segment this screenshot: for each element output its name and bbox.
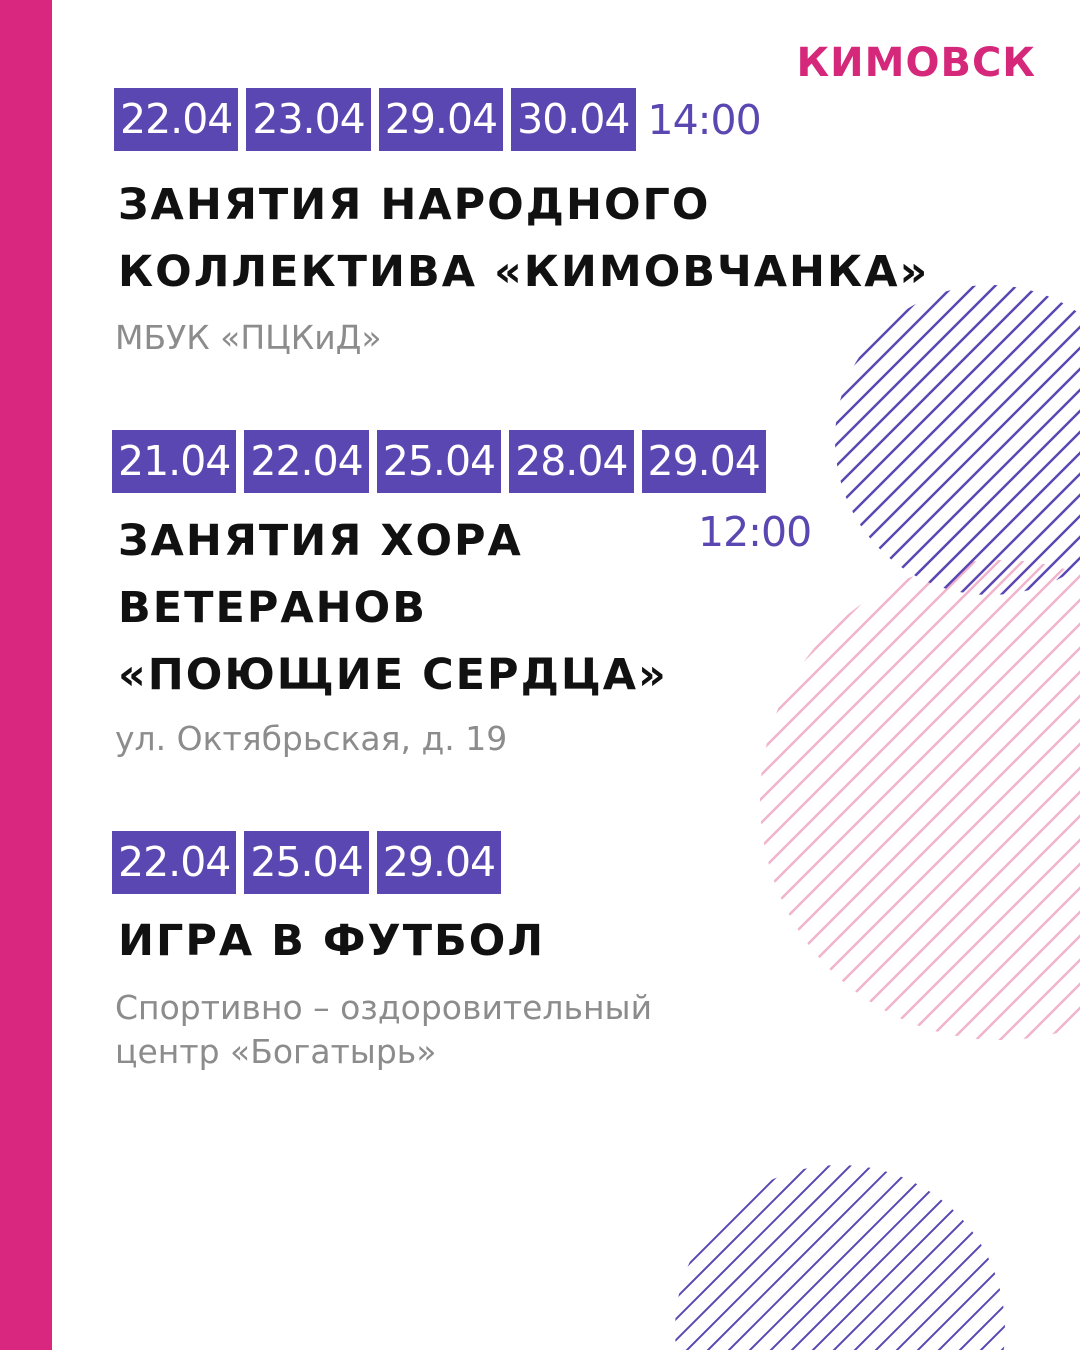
stripe-line: [0, 0, 21, 1350]
stripe-line: [993, 1165, 1005, 1350]
event-title: Игра в футбол: [118, 908, 545, 975]
date-badge: 29.04: [378, 88, 504, 151]
stripe-line: [760, 560, 1080, 1040]
event-time: 14:00: [647, 95, 762, 144]
stripe-line: [0, 0, 24, 1350]
stripe-line: [760, 560, 1080, 1040]
stripe-line: [760, 560, 1080, 1040]
stripe-line: [0, 0, 21, 1350]
stripe-line: [760, 560, 1080, 1040]
stripe-line: [0, 0, 96, 1350]
stripe-line: [972, 1165, 1005, 1350]
stripe-line: [0, 0, 72, 1350]
stripe-line: [972, 285, 1080, 595]
brand-logo: КИМОВСК: [796, 40, 1036, 86]
place-line: центр «Богатырь»: [115, 1032, 437, 1071]
title-line: «Поющие сердца»: [118, 650, 668, 700]
stripe-line: [0, 0, 63, 1350]
stripe-line: [760, 560, 1080, 1040]
title-line: Игра в футбол: [118, 916, 546, 966]
stripe-line: [0, 0, 126, 1350]
date-badge: 28.04: [509, 430, 634, 493]
event-place: МБУК «ПЦКиД»: [115, 316, 382, 360]
date-badge: 22.04: [114, 88, 239, 151]
date-badge: 21.04: [112, 430, 237, 493]
title-line: коллектива «Кимовчанка»: [118, 247, 930, 297]
event-dates: 21.04 22.04 25.04 28.04 29.04: [112, 430, 766, 493]
date-badge: 25.04: [376, 430, 502, 493]
stripe-line: [760, 560, 1080, 1040]
place-line: ул. Октябрьская, д. 19: [115, 719, 508, 758]
stripe-line: [0, 0, 120, 1350]
stripe-line: [0, 0, 84, 1350]
place-line: Спортивно – оздоровительный: [115, 988, 653, 1027]
event-place: ул. Октябрьская, д. 19: [115, 717, 507, 761]
place-line: МБУК «ПЦКиД»: [115, 318, 382, 357]
stripe-line: [0, 0, 105, 1350]
event-title: Занятия народного коллектива «Кимовчанка…: [118, 172, 929, 306]
stripe-line: [760, 560, 1080, 1040]
stripe-line: [760, 560, 1080, 1040]
date-badge: 29.04: [376, 831, 502, 894]
stripe-line: [0, 0, 63, 1350]
stripe-line: [1035, 285, 1080, 595]
stripe-line: [1014, 285, 1080, 595]
stripe-line: [951, 1165, 1005, 1350]
stripe-line: [0, 0, 84, 1350]
stripe-line: [0, 0, 42, 1350]
date-badge: 22.04: [244, 430, 369, 493]
title-line: ветеранов: [118, 583, 427, 633]
date-badge: 25.04: [244, 831, 369, 894]
title-line: Занятия хора: [118, 516, 523, 566]
stripe-line: [760, 560, 1080, 1040]
stripe-line: [999, 560, 1080, 1040]
stripe-line: [0, 0, 42, 1350]
date-badge: 30.04: [511, 88, 636, 151]
stripe-line: [993, 285, 1080, 595]
event-dates: 22.04 25.04 29.04: [112, 831, 502, 894]
stripe-line: [760, 560, 1080, 1040]
event-place: Спортивно – оздоровительный центр «Богат…: [115, 986, 652, 1074]
stripe-line: [675, 1165, 1005, 1350]
stripe-line: [0, 0, 126, 1350]
left-accent-bar: [0, 0, 52, 1350]
date-badge: 22.04: [112, 831, 237, 894]
date-badge: 23.04: [246, 88, 371, 151]
stripe-line: [760, 560, 1080, 1040]
stripe-line: [1036, 0, 1080, 1350]
stripe-line: [951, 285, 1080, 595]
event-dates: 22.04 23.04 29.04 30.04 14:00: [114, 88, 762, 151]
stripe-line: [760, 560, 1080, 1040]
title-line: Занятия народного: [118, 180, 711, 230]
event-title: Занятия хора ветеранов «Поющие сердца»: [118, 508, 668, 709]
stripe-line: [951, 560, 1080, 1040]
stripe-line: [760, 560, 1080, 1040]
event-time: 12:00: [698, 508, 812, 556]
stripe-line: [0, 0, 105, 1350]
date-badge: 29.04: [641, 430, 766, 493]
stripe-line: [675, 1165, 1005, 1350]
stripe-line: [0, 0, 48, 1350]
stripe-line: [1015, 0, 1080, 1350]
